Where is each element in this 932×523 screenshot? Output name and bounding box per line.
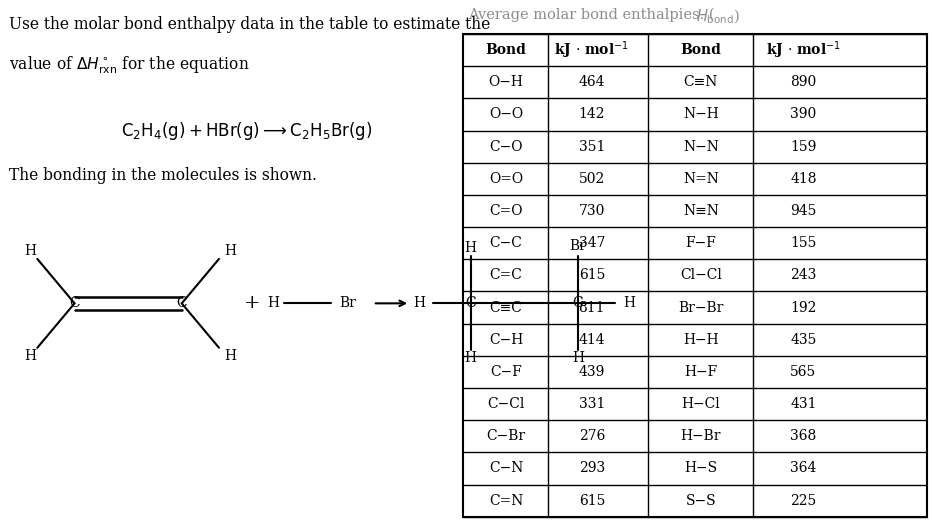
Text: C−N: C−N — [489, 461, 523, 475]
Text: H: H — [267, 297, 279, 310]
Text: C: C — [69, 297, 80, 310]
Text: O−H: O−H — [488, 75, 524, 89]
Text: H−Br: H−Br — [680, 429, 721, 444]
Text: H: H — [225, 349, 236, 362]
Text: N=N: N=N — [683, 172, 719, 186]
Text: 730: 730 — [579, 204, 605, 218]
Text: $H_{\rm bond}$): $H_{\rm bond}$) — [696, 8, 740, 26]
Text: 192: 192 — [790, 301, 816, 314]
Text: 364: 364 — [790, 461, 816, 475]
Text: 331: 331 — [579, 397, 605, 411]
Text: 225: 225 — [790, 494, 816, 508]
Text: 811: 811 — [579, 301, 605, 314]
Text: 159: 159 — [790, 140, 816, 154]
Text: C: C — [572, 297, 583, 310]
Text: kJ $\cdot$ mol$^{-1}$: kJ $\cdot$ mol$^{-1}$ — [766, 39, 841, 61]
Text: 414: 414 — [579, 333, 605, 347]
Text: Br: Br — [339, 297, 356, 310]
Text: 464: 464 — [579, 75, 605, 89]
Text: Average molar bond enthalpies. (: Average molar bond enthalpies. ( — [468, 8, 714, 22]
Text: 502: 502 — [579, 172, 605, 186]
Text: 243: 243 — [790, 268, 816, 282]
Text: 615: 615 — [579, 494, 605, 508]
Text: N≡N: N≡N — [683, 204, 719, 218]
Text: Bond: Bond — [680, 43, 721, 57]
Text: 368: 368 — [790, 429, 816, 444]
Text: C: C — [465, 297, 476, 310]
Text: Cl−Cl: Cl−Cl — [680, 268, 721, 282]
Text: +: + — [243, 294, 260, 312]
Text: 351: 351 — [579, 140, 605, 154]
Text: H−H: H−H — [683, 333, 719, 347]
Text: H−S: H−S — [684, 461, 718, 475]
Text: H: H — [465, 242, 476, 255]
Text: 435: 435 — [790, 333, 816, 347]
Text: C−F: C−F — [490, 365, 522, 379]
Text: C=C: C=C — [489, 268, 523, 282]
Text: 431: 431 — [790, 397, 816, 411]
Text: H: H — [624, 297, 635, 310]
Text: N−H: N−H — [683, 107, 719, 121]
Text: 155: 155 — [790, 236, 816, 250]
Text: C≡C: C≡C — [489, 301, 523, 314]
Text: S−S: S−S — [686, 494, 716, 508]
Text: H: H — [24, 349, 35, 362]
Text: 293: 293 — [579, 461, 605, 475]
Text: Use the molar bond enthalpy data in the table to estimate the: Use the molar bond enthalpy data in the … — [9, 16, 490, 33]
Text: H: H — [465, 351, 476, 365]
Text: 418: 418 — [790, 172, 816, 186]
Text: 945: 945 — [790, 204, 816, 218]
Text: C−Cl: C−Cl — [487, 397, 525, 411]
Text: C: C — [176, 297, 187, 310]
Text: 615: 615 — [579, 268, 605, 282]
Text: O−O: O−O — [489, 107, 523, 121]
Text: C=N: C=N — [489, 494, 523, 508]
Text: 890: 890 — [790, 75, 816, 89]
Text: Br: Br — [569, 239, 586, 253]
Text: H−F: H−F — [684, 365, 718, 379]
Text: 565: 565 — [790, 365, 816, 379]
Text: Br−Br: Br−Br — [678, 301, 723, 314]
Text: C≡N: C≡N — [684, 75, 718, 89]
Text: C−O: C−O — [489, 140, 523, 154]
Text: C−Br: C−Br — [487, 429, 526, 444]
Text: C−H: C−H — [489, 333, 523, 347]
Text: kJ $\cdot$ mol$^{-1}$: kJ $\cdot$ mol$^{-1}$ — [555, 39, 629, 61]
Text: The bonding in the molecules is shown.: The bonding in the molecules is shown. — [9, 167, 317, 185]
Text: value of $\Delta H^\circ_{\rm rxn}$ for the equation: value of $\Delta H^\circ_{\rm rxn}$ for … — [9, 55, 250, 76]
Text: 142: 142 — [579, 107, 605, 121]
Text: H: H — [24, 244, 35, 258]
Text: F−F: F−F — [685, 236, 717, 250]
Text: 276: 276 — [579, 429, 605, 444]
Text: 347: 347 — [579, 236, 605, 250]
Text: C−C: C−C — [489, 236, 523, 250]
Text: O=O: O=O — [489, 172, 523, 186]
Text: H: H — [414, 297, 425, 310]
Bar — [463, 34, 927, 517]
Text: N−N: N−N — [683, 140, 719, 154]
Text: H−Cl: H−Cl — [681, 397, 720, 411]
Text: $\mathrm{C_2H_4(g) + HBr(g) \longrightarrow C_2H_5Br(g)}$: $\mathrm{C_2H_4(g) + HBr(g) \longrightar… — [121, 120, 373, 142]
Text: H: H — [225, 244, 236, 258]
Text: 390: 390 — [790, 107, 816, 121]
Text: Bond: Bond — [486, 43, 527, 57]
Text: C=O: C=O — [489, 204, 523, 218]
Text: 439: 439 — [579, 365, 605, 379]
Text: H: H — [572, 351, 583, 365]
